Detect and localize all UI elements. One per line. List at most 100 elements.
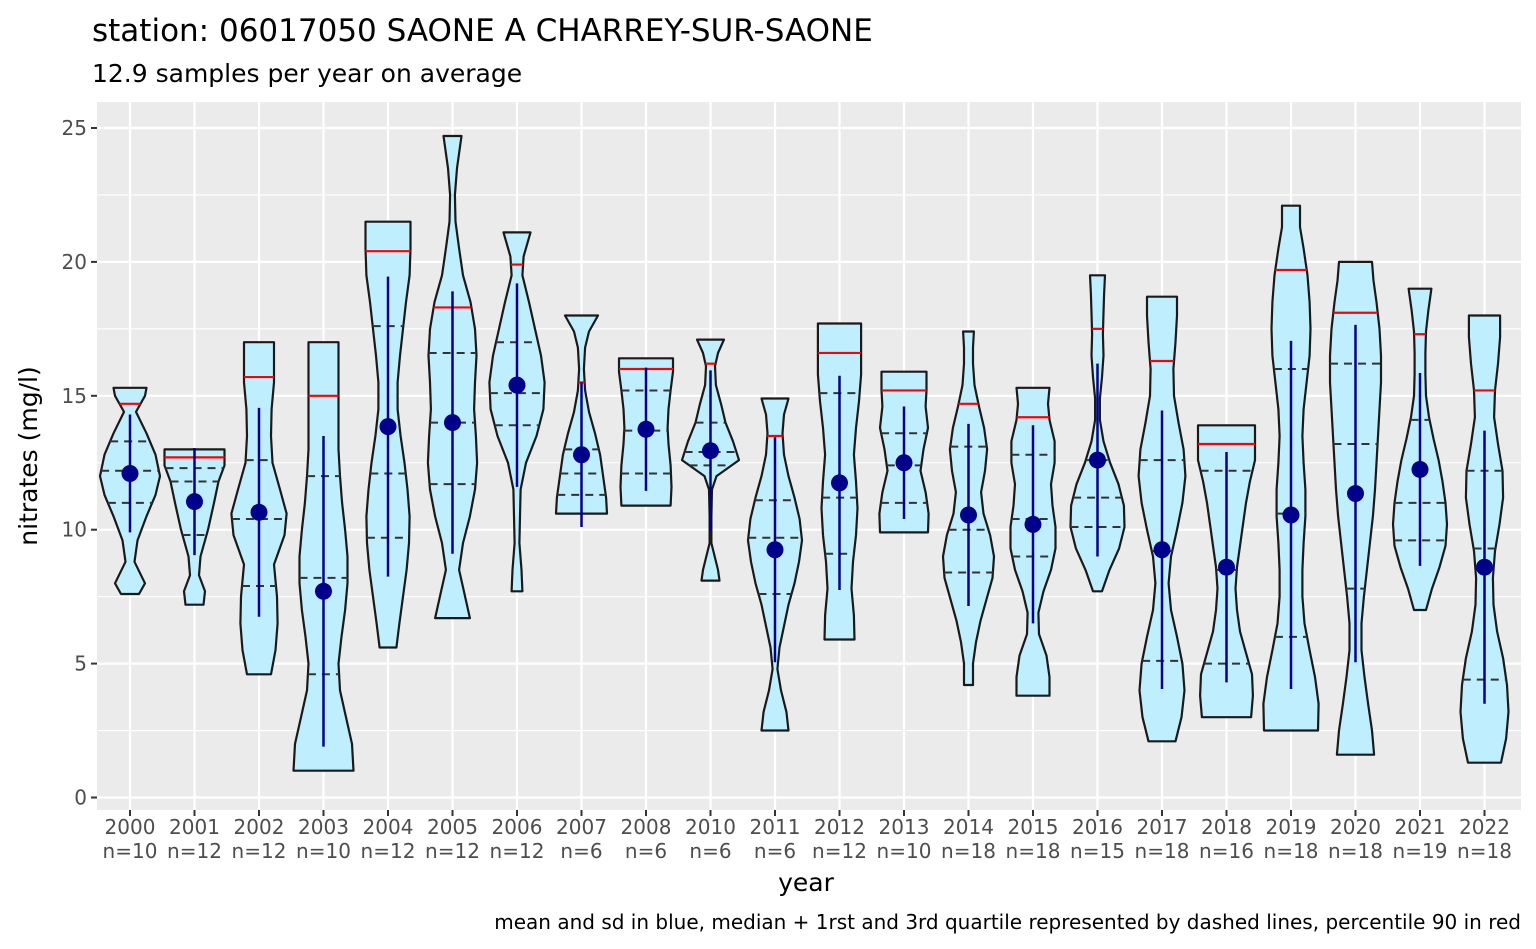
mean-point bbox=[186, 493, 203, 511]
mean-point bbox=[960, 506, 977, 524]
chart-title: station: 06017050 SAONE A CHARREY-SUR-SA… bbox=[92, 13, 873, 49]
x-tick-label-count: n=6 bbox=[689, 839, 731, 863]
mean-point bbox=[1218, 558, 1235, 576]
y-tick-label: 5 bbox=[74, 652, 87, 676]
x-tick-label-year: 2001 bbox=[169, 815, 220, 839]
mean-point bbox=[637, 420, 655, 438]
mean-point bbox=[121, 464, 139, 482]
chart-caption: mean and sd in blue, median + 1rst and 3… bbox=[494, 910, 1521, 934]
violin-2001 bbox=[163, 448, 226, 606]
x-tick-label-year: 2016 bbox=[1072, 815, 1123, 839]
mean-point bbox=[766, 541, 784, 559]
x-tick-label-count: n=16 bbox=[1199, 839, 1254, 863]
violin-2015 bbox=[1009, 386, 1057, 697]
x-tick-label-count: n=18 bbox=[941, 839, 996, 863]
x-tick-label-count: n=6 bbox=[560, 839, 602, 863]
y-axis-title: nitrates (mg/l) bbox=[14, 366, 43, 545]
x-tick-label-year: 2011 bbox=[750, 815, 801, 839]
violin-2006 bbox=[488, 231, 546, 593]
x-tick-label-year: 2007 bbox=[556, 815, 607, 839]
violin-2004 bbox=[364, 220, 412, 649]
violin-2002 bbox=[230, 341, 288, 676]
x-tick-label-year: 2017 bbox=[1137, 815, 1188, 839]
x-tick-label-count: n=10 bbox=[877, 839, 932, 863]
x-tick-label-count: n=19 bbox=[1393, 839, 1448, 863]
x-tick-label-year: 2012 bbox=[814, 815, 865, 839]
x-tick-label-count: n=12 bbox=[361, 839, 416, 863]
x-axis: 2000n=102001n=122002n=122003n=102004n=12… bbox=[103, 810, 1512, 863]
mean-point bbox=[508, 376, 526, 394]
mean-point bbox=[1411, 460, 1429, 478]
mean-point bbox=[250, 503, 268, 521]
x-tick-label-year: 2013 bbox=[879, 815, 930, 839]
mean-point bbox=[1089, 451, 1106, 469]
x-tick-label-count: n=15 bbox=[1070, 839, 1125, 863]
x-axis-title: year bbox=[778, 868, 834, 897]
y-tick-label: 0 bbox=[74, 786, 87, 810]
x-tick-label-count: n=6 bbox=[754, 839, 796, 863]
mean-point bbox=[573, 446, 590, 464]
x-tick-label-count: n=18 bbox=[1264, 839, 1319, 863]
x-tick-label-count: n=18 bbox=[1135, 839, 1190, 863]
x-tick-label-year: 2021 bbox=[1395, 815, 1446, 839]
x-tick-label-year: 2005 bbox=[427, 815, 478, 839]
x-tick-label-year: 2004 bbox=[363, 815, 414, 839]
mean-point bbox=[831, 474, 848, 492]
x-tick-label-count: n=12 bbox=[232, 839, 287, 863]
y-tick-label: 15 bbox=[62, 384, 87, 408]
violin-2011 bbox=[746, 397, 804, 732]
x-tick-label-count: n=18 bbox=[1328, 839, 1383, 863]
x-tick-label-year: 2020 bbox=[1330, 815, 1381, 839]
mean-point bbox=[1347, 485, 1364, 503]
mean-point bbox=[444, 414, 461, 432]
x-tick-label-year: 2022 bbox=[1459, 815, 1510, 839]
x-tick-label-year: 2010 bbox=[685, 815, 736, 839]
violin-2017 bbox=[1137, 295, 1187, 743]
x-tick-label-year: 2000 bbox=[105, 815, 156, 839]
y-tick-label: 25 bbox=[62, 116, 87, 140]
x-tick-label-year: 2018 bbox=[1201, 815, 1252, 839]
x-tick-label-count: n=12 bbox=[490, 839, 545, 863]
violin-2014 bbox=[941, 330, 996, 687]
mean-point bbox=[315, 582, 332, 600]
violin-2005 bbox=[426, 134, 479, 620]
x-tick-label-year: 2003 bbox=[298, 815, 349, 839]
x-tick-label-count: n=10 bbox=[296, 839, 351, 863]
violin-2000 bbox=[98, 386, 162, 596]
x-tick-label-year: 2008 bbox=[621, 815, 672, 839]
violin-2010 bbox=[680, 338, 741, 582]
y-axis: 0 5 10 15 20 25 bbox=[62, 116, 97, 810]
chart-subtitle: 12.9 samples per year on average bbox=[92, 59, 522, 88]
mean-point bbox=[895, 454, 913, 472]
x-tick-label-count: n=6 bbox=[625, 839, 667, 863]
mean-point bbox=[1476, 558, 1493, 576]
violin-2003 bbox=[292, 341, 355, 772]
violin-2008 bbox=[617, 357, 675, 507]
violins bbox=[98, 134, 1510, 772]
violin-2007 bbox=[554, 314, 609, 528]
violin-2019 bbox=[1262, 204, 1320, 732]
mean-point bbox=[379, 418, 397, 436]
mean-point bbox=[1024, 515, 1042, 533]
mean-point bbox=[702, 442, 719, 460]
violin-2022 bbox=[1459, 314, 1510, 764]
violin-2020 bbox=[1328, 260, 1383, 756]
violin-2016 bbox=[1069, 274, 1126, 593]
y-tick-label: 20 bbox=[62, 250, 87, 274]
x-tick-label-year: 2014 bbox=[943, 815, 994, 839]
x-tick-label-year: 2006 bbox=[492, 815, 543, 839]
x-tick-label-count: n=12 bbox=[167, 839, 222, 863]
x-tick-label-year: 2019 bbox=[1266, 815, 1317, 839]
violin-2013 bbox=[878, 370, 930, 534]
x-tick-label-year: 2002 bbox=[234, 815, 285, 839]
x-tick-label-count: n=18 bbox=[1006, 839, 1061, 863]
x-tick-label-year: 2015 bbox=[1008, 815, 1059, 839]
x-tick-label-count: n=18 bbox=[1457, 839, 1512, 863]
violin-2012 bbox=[816, 322, 863, 641]
violin-2021 bbox=[1391, 287, 1449, 612]
x-tick-label-count: n=12 bbox=[812, 839, 867, 863]
x-tick-label-count: n=12 bbox=[425, 839, 480, 863]
mean-point bbox=[1282, 506, 1300, 524]
mean-point bbox=[1153, 541, 1171, 559]
